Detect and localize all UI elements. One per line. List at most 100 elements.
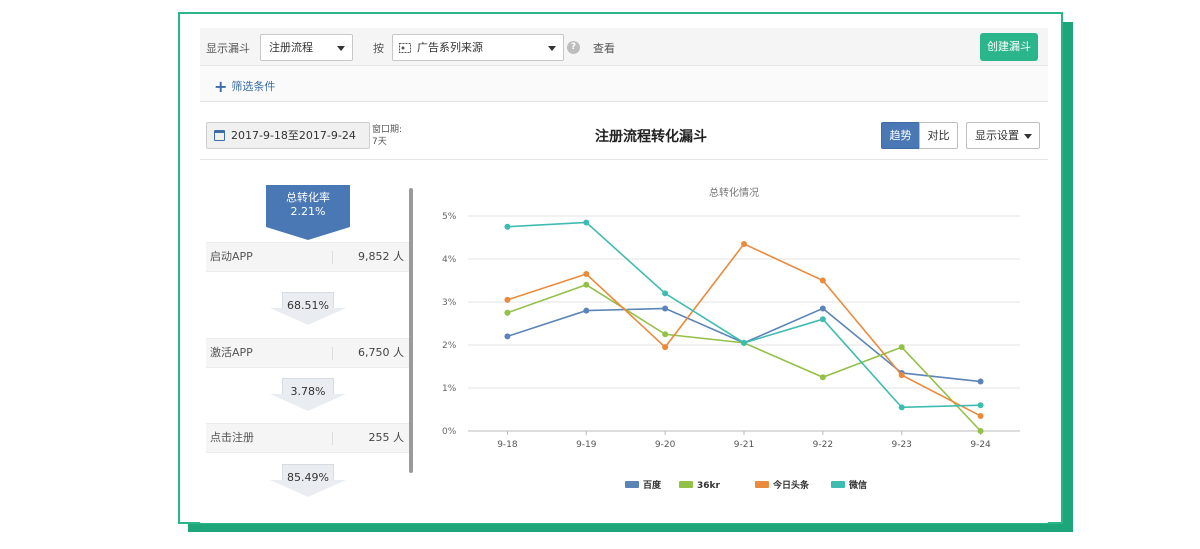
series-line xyxy=(507,242,981,417)
conversion-arrow: 68.51% xyxy=(270,292,346,326)
conversion-rate: 3.78% xyxy=(290,385,326,398)
y-tick-label: 3% xyxy=(442,298,457,308)
legend-swatch xyxy=(625,481,639,488)
calendar-icon xyxy=(214,130,225,141)
divider xyxy=(332,432,333,445)
create-funnel-button[interactable]: 创建漏斗 xyxy=(980,33,1038,61)
data-point xyxy=(583,281,590,288)
funnel-steps: 总转化率 2.21% 启动APP 9,852 人 68.51% 激活APP 6,… xyxy=(206,168,410,498)
top-toolbar: 显示漏斗 注册流程 按 广告系列来源 ? 查看 创建漏斗 xyxy=(200,28,1048,66)
x-tick-label: 9-22 xyxy=(813,440,833,450)
x-tick-label: 9-21 xyxy=(734,440,754,450)
data-point xyxy=(662,344,669,351)
data-point xyxy=(977,378,984,385)
line-chart: 0% 1% 2% 3% 4% 5% 9-18 9-19 9-20 9-21 9-22 9-23 9-24… xyxy=(442,212,1020,491)
step-count: 6,750 人 xyxy=(358,346,404,359)
data-point xyxy=(504,223,511,230)
x-tick-label: 9-20 xyxy=(655,440,676,450)
trend-tab[interactable]: 趋势 xyxy=(881,122,920,149)
x-tick-label: 9-23 xyxy=(891,440,911,450)
data-point xyxy=(741,240,747,247)
data-point xyxy=(504,296,511,303)
y-tick-label: 5% xyxy=(442,212,457,222)
data-point xyxy=(819,305,826,312)
filter-bar: + 筛选条件 xyxy=(200,66,1048,102)
series-line xyxy=(507,283,982,432)
chevron-down-icon xyxy=(548,46,556,51)
add-filter-button[interactable]: + 筛选条件 xyxy=(214,77,275,96)
view-label: 查看 xyxy=(593,42,615,55)
page-title: 注册流程转化漏斗 xyxy=(595,129,707,145)
data-point xyxy=(819,316,826,323)
chevron-down-icon xyxy=(1024,134,1032,139)
data-point xyxy=(662,331,669,338)
step-name: 激活APP xyxy=(210,346,253,359)
x-tick-label: 9-24 xyxy=(970,440,991,450)
y-tick-label: 0% xyxy=(442,427,457,437)
data-point xyxy=(898,344,905,351)
divider xyxy=(332,347,333,360)
total-conversion-label: 总转化率 xyxy=(286,191,330,204)
conversion-arrow: 3.78% xyxy=(270,378,346,412)
legend-label: 36kr xyxy=(697,481,721,491)
plus-icon: + xyxy=(214,77,228,96)
funnel-step[interactable]: 启动APP 9,852 人 xyxy=(206,242,410,272)
add-filter-label: 筛选条件 xyxy=(231,80,276,93)
group-by-value: 广告系列来源 xyxy=(417,41,483,54)
funnel-step[interactable]: 激活APP 6,750 人 xyxy=(206,338,410,368)
step-count: 9,852 人 xyxy=(358,250,404,263)
step-count: 255 人 xyxy=(368,431,405,444)
step-name: 启动APP xyxy=(210,250,253,263)
total-conversion-box: 总转化率 2.21% xyxy=(266,185,350,227)
data-point xyxy=(662,305,669,312)
display-settings-label: 显示设置 xyxy=(975,129,1019,142)
date-range-picker[interactable]: 2017-9-18至2017-9-24 xyxy=(206,122,370,149)
help-icon[interactable]: ? xyxy=(567,41,580,54)
window-period: 窗口期: 7天 xyxy=(372,124,402,148)
total-conversion-arrow xyxy=(266,227,350,240)
funnel-step[interactable]: 点击注册 255 人 xyxy=(206,423,410,453)
data-point xyxy=(977,402,984,409)
group-by-select[interactable]: 广告系列来源 xyxy=(392,34,564,61)
data-point xyxy=(583,307,590,314)
total-conversion-value: 2.21% xyxy=(290,205,326,218)
data-point xyxy=(583,271,590,278)
display-settings-dropdown[interactable]: 显示设置 xyxy=(966,122,1040,149)
y-tick-label: 1% xyxy=(442,384,457,394)
y-tick-label: 2% xyxy=(442,341,457,351)
compare-tab[interactable]: 对比 xyxy=(919,122,958,149)
conversion-rate: 68.51% xyxy=(287,299,329,312)
y-tick-label: 4% xyxy=(442,255,457,265)
data-point xyxy=(898,372,905,379)
date-range-value: 2017-9-18至2017-9-24 xyxy=(231,129,356,142)
step-name: 点击注册 xyxy=(210,431,254,444)
window-period-label: 窗口期: xyxy=(372,125,403,135)
conversion-arrow: 85.49% xyxy=(270,464,346,498)
x-tick-label: 9-18 xyxy=(497,440,518,450)
data-point xyxy=(662,290,669,297)
data-point xyxy=(977,428,984,434)
x-tick-label: 9-19 xyxy=(576,440,597,450)
data-point xyxy=(819,374,826,381)
legend-swatch xyxy=(755,481,769,488)
trend-chart: 总转化情况 0% 1% 2% 3% 4% 5% 9-18 9-19 9-20 9-21 9-22 9-… xyxy=(420,178,1048,508)
legend-swatch xyxy=(679,481,693,488)
data-point xyxy=(583,219,590,226)
window-period-value: 7天 xyxy=(372,137,387,147)
scrollbar[interactable] xyxy=(409,188,413,473)
legend-label: 今日头条 xyxy=(772,479,810,491)
data-point xyxy=(977,412,984,419)
data-point xyxy=(898,404,905,411)
data-point xyxy=(504,309,511,316)
funnel-select-label: 显示漏斗 xyxy=(206,42,250,55)
data-point xyxy=(819,277,826,284)
group-by-label: 按 xyxy=(373,42,384,55)
chart-title: 总转化情况 xyxy=(709,188,759,199)
legend-label: 百度 xyxy=(643,479,662,491)
property-icon xyxy=(399,43,411,53)
legend-label: 微信 xyxy=(848,479,867,491)
funnel-panel: 显示漏斗 注册流程 按 广告系列来源 ? 查看 创建漏斗 + 筛选条件 xyxy=(200,28,1048,523)
app-frame: 显示漏斗 注册流程 按 广告系列来源 ? 查看 创建漏斗 + 筛选条件 xyxy=(178,12,1063,524)
funnel-select-value: 注册流程 xyxy=(269,41,313,54)
funnel-select[interactable]: 注册流程 xyxy=(260,34,353,61)
